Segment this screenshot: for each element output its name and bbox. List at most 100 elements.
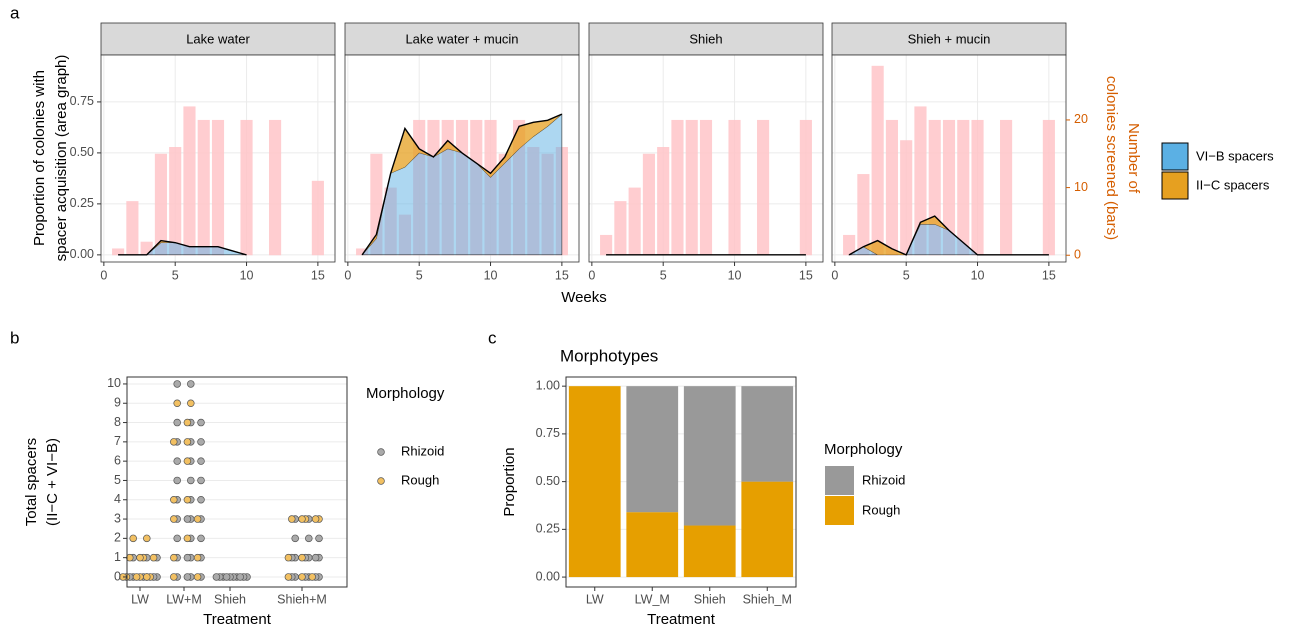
point bbox=[170, 438, 178, 446]
point bbox=[305, 534, 313, 543]
point bbox=[197, 457, 205, 465]
y2-tick-label: 20 bbox=[1074, 112, 1088, 126]
point bbox=[308, 573, 316, 581]
point bbox=[298, 515, 306, 523]
bar bbox=[857, 174, 870, 256]
x-tick-label: 0 bbox=[831, 268, 838, 282]
point bbox=[193, 573, 202, 581]
x-tick-label: LW_M bbox=[635, 592, 670, 606]
point bbox=[284, 553, 293, 562]
y-tick-label: 9 bbox=[114, 396, 121, 410]
bar bbox=[311, 180, 324, 256]
bar bbox=[197, 119, 210, 256]
point bbox=[298, 553, 306, 562]
y-axis-title: Proportion of colonies with bbox=[31, 70, 48, 246]
point bbox=[132, 573, 141, 581]
point bbox=[222, 573, 231, 581]
y-tick-label: 6 bbox=[114, 453, 121, 467]
point bbox=[183, 418, 192, 427]
bar-segment bbox=[741, 481, 794, 578]
point bbox=[143, 573, 151, 581]
y-tick-label: 3 bbox=[114, 511, 121, 525]
y2-axis-title: Number of bbox=[1125, 123, 1142, 194]
bar bbox=[671, 119, 684, 256]
point bbox=[187, 380, 195, 388]
y-tick-label: 1 bbox=[114, 550, 121, 564]
y-axis-title: Proportion bbox=[501, 447, 518, 516]
bar bbox=[154, 153, 167, 256]
y-tick-label: 0.25 bbox=[70, 196, 94, 210]
bar bbox=[1000, 119, 1013, 256]
x-tick-label: 15 bbox=[555, 268, 569, 282]
x-tick-label: 5 bbox=[172, 268, 179, 282]
legend-swatch bbox=[1161, 142, 1189, 171]
point bbox=[136, 553, 144, 562]
facet-title: Shieh bbox=[689, 31, 722, 46]
x-tick-label: Shieh+M bbox=[277, 592, 327, 606]
y-tick-label: 0 bbox=[114, 569, 121, 583]
bar-segment bbox=[683, 386, 736, 526]
point bbox=[197, 496, 205, 504]
bar bbox=[871, 65, 884, 256]
chart-title: Morphotypes bbox=[560, 346, 658, 365]
x-tick-label: Shieh bbox=[214, 592, 246, 606]
bar bbox=[356, 248, 369, 256]
point bbox=[284, 573, 293, 581]
facet-strip bbox=[831, 22, 1067, 56]
bar bbox=[728, 119, 741, 256]
y-tick-label: 0.75 bbox=[70, 94, 94, 108]
bar bbox=[183, 106, 196, 256]
bar bbox=[112, 248, 125, 256]
point bbox=[170, 553, 178, 562]
point bbox=[197, 476, 205, 485]
point bbox=[173, 418, 181, 427]
bar bbox=[169, 147, 182, 256]
panel-label: b bbox=[10, 328, 19, 347]
x-tick-label: 0 bbox=[588, 268, 595, 282]
y2-tick-label: 0 bbox=[1074, 248, 1081, 262]
legend-title: Morphology bbox=[366, 385, 445, 402]
x-tick-label: 5 bbox=[903, 268, 910, 282]
point bbox=[173, 476, 181, 485]
x-tick-label: 0 bbox=[100, 268, 107, 282]
point bbox=[197, 418, 205, 427]
x-axis-title: Treatment bbox=[647, 611, 716, 628]
bar bbox=[757, 119, 770, 256]
y-axis-title: spacer acquisition (area graph) bbox=[53, 55, 70, 262]
x-tick-label: 5 bbox=[660, 268, 667, 282]
point bbox=[183, 573, 192, 581]
point bbox=[197, 438, 205, 446]
x-tick-label: Shieh bbox=[694, 592, 726, 606]
y-tick-label: 0.75 bbox=[536, 426, 560, 440]
point bbox=[173, 399, 181, 408]
legend-point bbox=[377, 448, 385, 456]
point bbox=[183, 553, 192, 562]
point bbox=[288, 515, 296, 523]
bar-segment bbox=[626, 512, 679, 578]
line bbox=[118, 239, 247, 256]
point bbox=[193, 553, 202, 562]
point bbox=[170, 515, 178, 523]
x-tick-label: 10 bbox=[971, 268, 985, 282]
legend-swatch bbox=[825, 496, 854, 525]
point bbox=[298, 573, 306, 581]
y-tick-label: 0.25 bbox=[536, 522, 560, 536]
point bbox=[311, 515, 320, 523]
point bbox=[173, 457, 181, 465]
point bbox=[236, 573, 244, 581]
y-tick-label: 4 bbox=[114, 492, 121, 506]
point bbox=[183, 438, 192, 446]
bar bbox=[885, 119, 898, 256]
y2-tick-label: 10 bbox=[1074, 180, 1088, 194]
legend-title: Morphology bbox=[824, 441, 903, 458]
point bbox=[183, 534, 192, 543]
panel-border bbox=[588, 54, 824, 263]
bar bbox=[211, 119, 225, 256]
x-tick-label: LW bbox=[131, 592, 149, 606]
x-tick-label: LW bbox=[586, 592, 604, 606]
legend-swatch bbox=[1161, 171, 1189, 200]
bar-segment bbox=[741, 386, 794, 482]
bar-segment bbox=[626, 386, 679, 513]
facet-strip bbox=[100, 22, 336, 56]
bar bbox=[843, 234, 856, 256]
